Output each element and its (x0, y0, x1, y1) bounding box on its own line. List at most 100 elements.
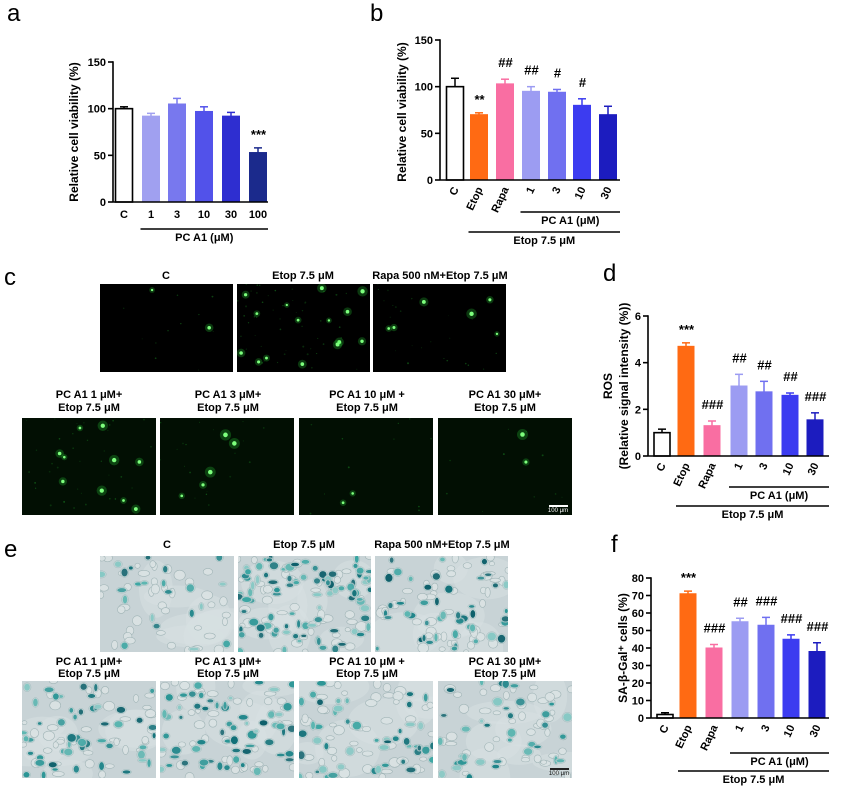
background-speckle (198, 313, 200, 316)
unstained-cell (207, 710, 220, 717)
background-speckle (261, 301, 264, 304)
stained-cell (301, 634, 307, 638)
background-speckle (263, 360, 265, 362)
unstained-cell (144, 709, 156, 718)
stained-cell (389, 557, 394, 563)
stained-cell (480, 719, 484, 723)
significance-label: # (579, 75, 587, 90)
stained-cell (299, 751, 305, 760)
background-speckle (240, 335, 242, 338)
stained-cell (379, 745, 389, 750)
unstained-cell (558, 747, 567, 755)
background-speckle (76, 423, 78, 425)
y-tick-label: 30 (632, 661, 644, 673)
stained-cell (100, 722, 109, 726)
fluorescent-cell (360, 289, 365, 294)
sa-bgal-image-pca1-30 (438, 681, 572, 778)
stained-cell (177, 705, 182, 710)
micrograph-label: Etop 7.5 μM (58, 668, 120, 680)
stained-cell (288, 681, 294, 688)
stained-cell (276, 753, 285, 757)
stained-cell (476, 759, 485, 765)
unstained-cell (207, 601, 216, 609)
stained-cell (114, 561, 122, 567)
stained-cell (268, 711, 275, 718)
stained-cell (78, 709, 84, 715)
background-speckle (319, 320, 322, 322)
bar (573, 104, 591, 181)
sa-bgal-image-pca1-10 (299, 681, 433, 778)
stained-cell (24, 683, 30, 691)
unstained-cell (334, 681, 342, 690)
stained-cell (542, 711, 550, 718)
image-background (438, 418, 572, 515)
unstained-cell (378, 773, 386, 778)
bar (731, 621, 749, 719)
unstained-cell (307, 627, 315, 636)
background-speckle (234, 452, 236, 454)
stained-cell (194, 682, 202, 689)
unstained-cell (301, 713, 309, 724)
background-speckle (395, 350, 397, 352)
stained-cell (365, 569, 371, 574)
unstained-cell (100, 591, 105, 599)
stained-cell (253, 767, 261, 776)
bar (445, 85, 465, 181)
background-patch (466, 700, 544, 725)
background-speckle (541, 454, 544, 457)
stained-cell (223, 640, 231, 648)
y-tick-label: 0 (635, 451, 641, 463)
group-label: Etop 7.5 μM (722, 509, 784, 521)
stained-cell (232, 748, 241, 753)
unstained-cell (22, 720, 28, 725)
background-speckle (292, 300, 294, 301)
micrograph-label: Etop 7.5 μM (272, 270, 334, 282)
stained-cell (242, 597, 252, 603)
fluorescent-cell (360, 339, 364, 344)
bar (599, 114, 617, 181)
background-speckle (392, 304, 394, 306)
background-speckle (154, 357, 157, 360)
unstained-cell (489, 577, 501, 583)
y-tick-label: 50 (94, 150, 106, 162)
stained-cell (367, 587, 371, 593)
significance-label: ### (807, 619, 829, 634)
stained-cell (239, 626, 243, 633)
background-speckle (446, 359, 449, 362)
stained-cell (315, 770, 320, 774)
fluorescent-cell (327, 319, 331, 322)
unstained-cell (98, 770, 106, 778)
unstained-cell (206, 690, 219, 698)
bar (653, 431, 671, 457)
stained-cell (163, 733, 169, 739)
category-label: 30 (806, 461, 822, 477)
stained-cell (285, 751, 294, 757)
stained-cell (233, 756, 240, 763)
stained-cell (88, 694, 96, 698)
stained-cell (398, 728, 402, 734)
stained-cell (35, 759, 45, 766)
fluorescent-cell (99, 488, 104, 493)
stained-cell (487, 632, 496, 641)
stained-cell (145, 556, 151, 560)
background-speckle (86, 439, 89, 442)
bar (496, 83, 514, 181)
unstained-cell (213, 644, 224, 652)
background-speckle (322, 343, 325, 345)
stained-cell (347, 583, 355, 591)
stained-cell (122, 595, 128, 604)
stained-cell (27, 751, 34, 755)
stained-cell (78, 738, 87, 747)
stained-cell (345, 698, 349, 704)
category-label: 1 (148, 209, 154, 221)
stained-cell (516, 698, 525, 706)
background-speckle (397, 422, 400, 425)
background-speckle (256, 284, 259, 287)
background-patch (532, 751, 572, 773)
stained-cell (238, 648, 244, 652)
background-speckle (310, 366, 313, 369)
group-label: PC A1 (μM) (541, 215, 600, 227)
stained-cell (504, 608, 508, 614)
unstained-cell (149, 560, 156, 568)
